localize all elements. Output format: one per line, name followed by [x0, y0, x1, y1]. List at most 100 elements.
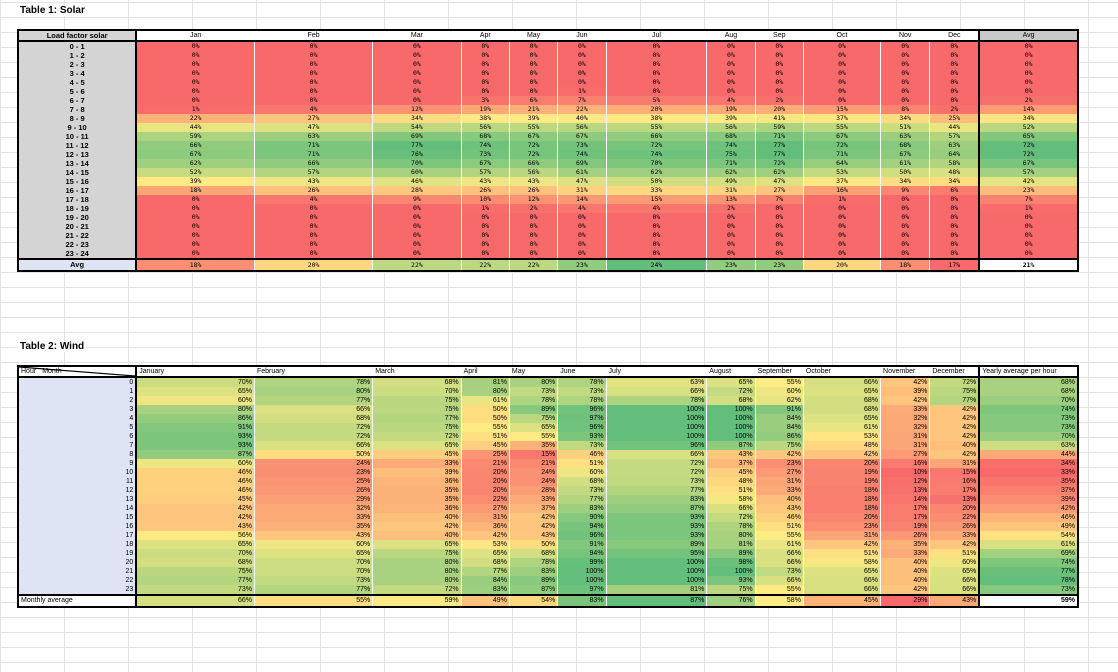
solar-cell: 0%: [880, 69, 931, 78]
solar-hour-label: 16 - 17: [18, 186, 138, 195]
wind-cell: 17%: [880, 513, 931, 522]
solar-month-header: Apr: [461, 30, 510, 42]
solar-cell: 15%: [606, 195, 708, 204]
solar-cell: 0%: [136, 41, 255, 51]
wind-cell: 31%: [880, 441, 931, 450]
wind-hour-label: 18: [18, 540, 138, 549]
solar-cell: 0%: [461, 41, 510, 51]
solar-month-header: Mar: [372, 30, 462, 42]
solar-cell: 1%: [803, 195, 882, 204]
wind-cell: 65%: [803, 567, 882, 576]
solar-cell: 8%: [880, 105, 931, 114]
solar-cell: 39%: [509, 114, 559, 123]
solar-cell: 0%: [557, 69, 607, 78]
wind-hour-label: 11: [18, 477, 138, 486]
wind-cell: 32%: [880, 414, 931, 423]
solar-cell: 0%: [254, 41, 374, 51]
wind-cell: 81%: [706, 540, 756, 549]
wind-cell: 24%: [254, 459, 374, 468]
solar-cell: 0%: [557, 222, 607, 231]
solar-cell: 0%: [803, 69, 882, 78]
wind-footer-cell: 55%: [254, 594, 374, 607]
solar-cell: 0%: [136, 231, 255, 240]
wind-cell: 45%: [372, 450, 462, 459]
wind-cell: 90%: [557, 513, 607, 522]
solar-cell: 6%: [929, 186, 980, 195]
wind-row-avg: 42%: [978, 504, 1079, 513]
wind-cell: 75%: [755, 441, 804, 450]
wind-cell: 33%: [254, 513, 374, 522]
wind-cell: 31%: [929, 459, 980, 468]
wind-cell: 39%: [880, 387, 931, 396]
wind-cell: 80%: [509, 377, 559, 387]
wind-row-avg: 35%: [978, 477, 1079, 486]
wind-cell: 32%: [254, 504, 374, 513]
solar-cell: 31%: [557, 186, 607, 195]
solar-table-caption: Table 1: Solar: [18, 5, 87, 16]
solar-cell: 0%: [880, 87, 931, 96]
solar-cell: 12%: [509, 195, 559, 204]
wind-cell: 20%: [803, 459, 882, 468]
wind-cell: 77%: [372, 414, 462, 423]
solar-cell: 57%: [929, 132, 980, 141]
wind-cell: 50%: [461, 405, 510, 414]
solar-cell: 62%: [136, 159, 255, 168]
solar-cell: 26%: [254, 186, 374, 195]
solar-cell: 74%: [557, 150, 607, 159]
solar-row: 7 - 8 1% 4% 12% 19% 21% 22% 20% 19% 20% 15% 8% 2% 14%: [18, 105, 1079, 114]
solar-month-header: Jan: [136, 30, 255, 42]
wind-cell: 73%: [557, 486, 607, 495]
wind-cell: 70%: [372, 387, 462, 396]
wind-cell: 96%: [557, 531, 607, 540]
wind-row: 1 65% 80% 70% 80% 73% 73% 66% 72% 60% 65% 39% 75% 68%: [18, 387, 1079, 396]
solar-cell: 34%: [880, 114, 931, 123]
solar-cell: 0%: [803, 96, 882, 105]
solar-cell: 0%: [606, 222, 708, 231]
solar-cell: 52%: [136, 168, 255, 177]
wind-cell: 42%: [461, 531, 510, 540]
solar-cell: 0%: [929, 213, 980, 222]
wind-cell: 78%: [509, 396, 559, 405]
solar-cell: 0%: [606, 78, 708, 87]
solar-hour-label: 5 - 6: [18, 87, 138, 96]
solar-cell: 0%: [254, 87, 374, 96]
wind-hour-label: 0: [18, 377, 138, 387]
wind-cell: 40%: [880, 576, 931, 585]
wind-cell: 66%: [606, 387, 708, 396]
solar-cell: 68%: [461, 132, 510, 141]
solar-cell: 0%: [755, 41, 804, 51]
solar-cell: 0%: [509, 41, 559, 51]
wind-row-avg: 54%: [978, 531, 1079, 540]
wind-cell: 40%: [372, 531, 462, 540]
wind-cell: 78%: [706, 522, 756, 531]
solar-cell: 0%: [803, 249, 882, 259]
solar-footer-cell: 23%: [706, 258, 756, 271]
solar-cell: 27%: [254, 114, 374, 123]
wind-cell: 66%: [803, 576, 882, 585]
wind-cell: 46%: [755, 513, 804, 522]
solar-cell: 20%: [606, 105, 708, 114]
solar-cell: 21%: [509, 105, 559, 114]
wind-cell: 70%: [254, 558, 374, 567]
wind-hour-label: 3: [18, 405, 138, 414]
solar-cell: 0%: [372, 78, 462, 87]
wind-cell: 20%: [929, 504, 980, 513]
solar-row-avg: 0%: [978, 231, 1079, 240]
wind-cell: 86%: [755, 432, 804, 441]
solar-cell: 37%: [803, 177, 882, 186]
solar-footer-row: Avg 18% 20% 22% 22% 22% 23% 24% 23% 23% 20% 18% 17% 2…: [18, 258, 1079, 271]
wind-cell: 96%: [606, 441, 708, 450]
solar-cell: 71%: [803, 150, 882, 159]
solar-cell: 0%: [557, 78, 607, 87]
wind-cell: 37%: [706, 459, 756, 468]
solar-cell: 56%: [706, 123, 756, 132]
wind-row: 22 77% 73% 80% 84% 89% 100% 100% 93% 66% 66% 40% 66%…: [18, 576, 1079, 585]
wind-cell: 91%: [136, 423, 255, 432]
wind-footer-cell: 54%: [509, 594, 559, 607]
wind-cell: 72%: [254, 423, 374, 432]
wind-cell: 75%: [706, 585, 756, 595]
solar-cell: 0%: [372, 231, 462, 240]
solar-cell: 0%: [372, 87, 462, 96]
solar-cell: 57%: [254, 168, 374, 177]
wind-cell: 19%: [880, 522, 931, 531]
